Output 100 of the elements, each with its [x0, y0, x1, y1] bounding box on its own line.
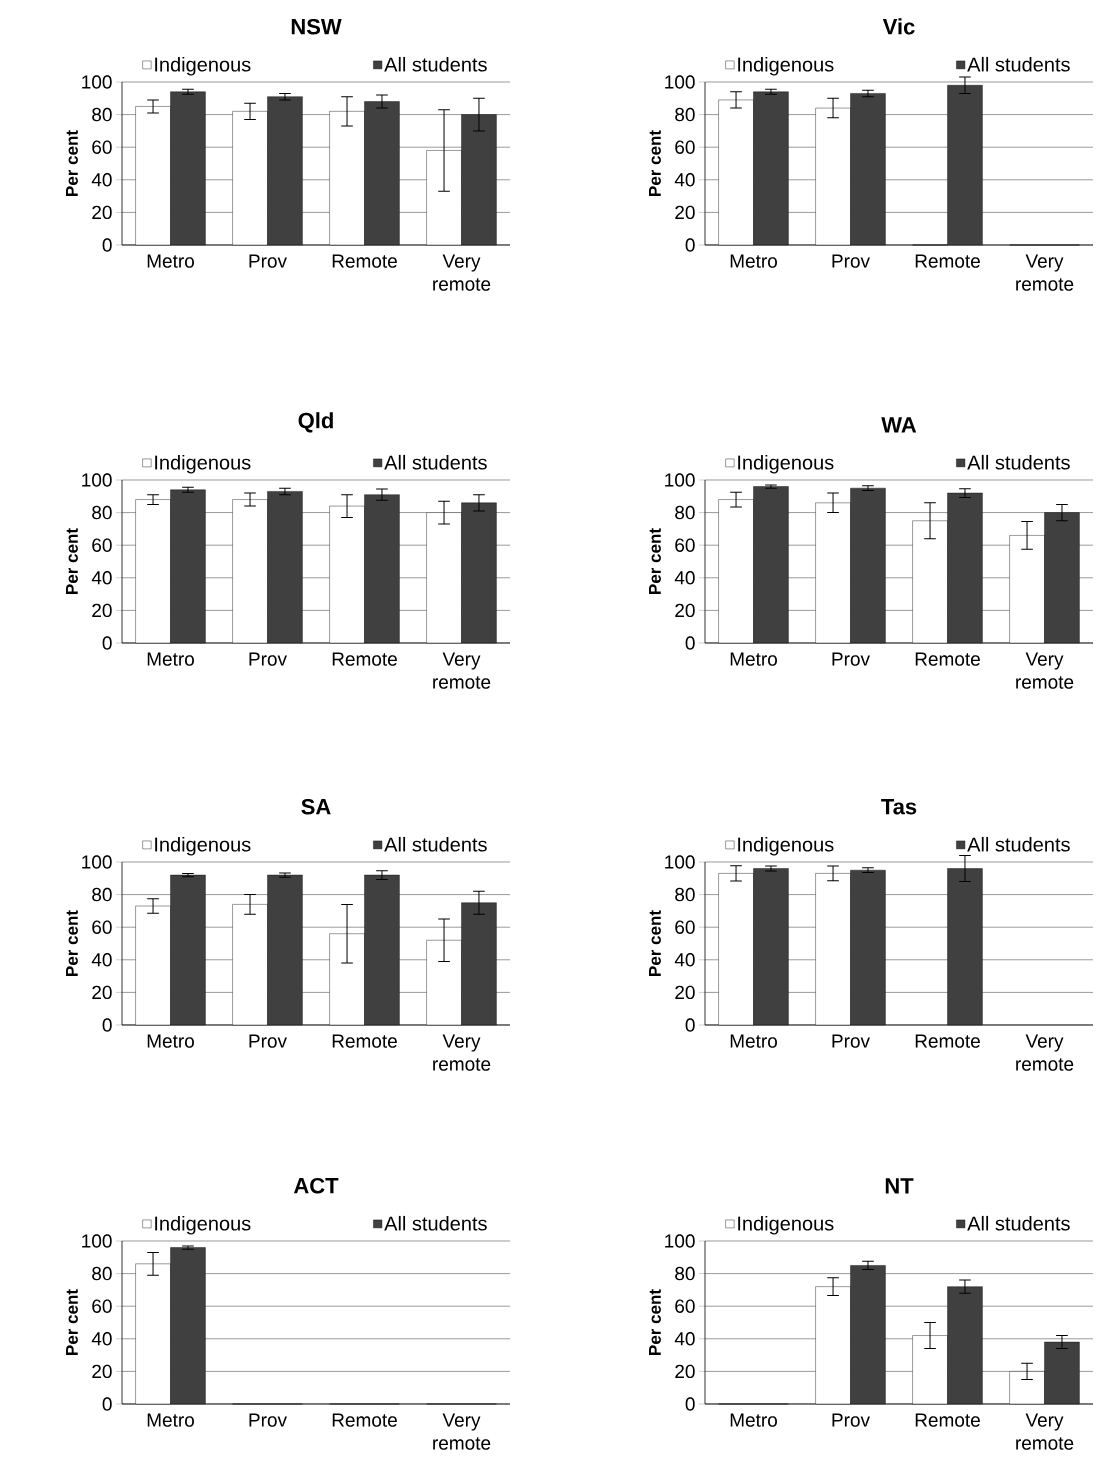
chart-title: Qld: [298, 412, 333, 433]
y-tick-label: 100: [82, 473, 112, 487]
x-tick-label: Remote: [332, 652, 397, 666]
y-axis-title: Per cent: [66, 910, 78, 976]
x-tick-label: Very remote: [1016, 1034, 1074, 1071]
y-tick-label: 20: [675, 985, 695, 1000]
y-tick-label: 20: [92, 603, 112, 618]
legend-label: Indigenous: [738, 1215, 834, 1235]
y-tick-label: 20: [92, 985, 112, 1000]
y-axis-title: Per cent: [649, 910, 661, 976]
x-tick-label: Prov: [832, 254, 870, 268]
y-tick-label: 80: [675, 887, 695, 902]
legend-label: All students: [384, 56, 487, 72]
y-tick-label: 80: [92, 1266, 112, 1281]
x-tick-label: Remote: [915, 652, 980, 666]
x-tick-label: Remote: [915, 1413, 980, 1427]
legend-label: Indigenous: [155, 1215, 251, 1235]
y-axis-title: Per cent: [649, 130, 661, 196]
y-tick-label: 80: [675, 107, 695, 122]
legend-label: All students: [384, 1215, 487, 1231]
y-tick-label: 60: [675, 1299, 695, 1313]
y-tick-label: 40: [674, 1332, 695, 1346]
y-tick-label: 0: [685, 636, 695, 650]
chart-title: NT: [885, 1178, 914, 1194]
y-tick-label: 80: [675, 1266, 695, 1281]
y-tick-label: 20: [675, 1364, 695, 1379]
legend-label: Indigenous: [738, 56, 834, 76]
y-tick-label: 80: [92, 505, 112, 520]
y-tick-label: 100: [82, 75, 112, 89]
x-tick-label: Very remote: [433, 1413, 491, 1450]
legend-label: All students: [967, 1215, 1070, 1231]
y-tick-label: 0: [102, 1397, 112, 1411]
chart-title: NSW: [291, 18, 342, 35]
x-tick-label: Metro: [147, 1034, 194, 1048]
y-tick-label: 60: [92, 1299, 112, 1313]
y-tick-label: 100: [665, 473, 695, 487]
x-tick-label: Very remote: [1016, 1413, 1074, 1450]
y-tick-label: 60: [92, 140, 112, 154]
y-tick-label: 40: [91, 571, 112, 585]
y-tick-label: 20: [92, 205, 112, 220]
chart-title: SA: [301, 798, 331, 815]
y-tick-label: 0: [102, 1018, 112, 1032]
y-tick-label: 100: [82, 1234, 112, 1248]
y-tick-label: 60: [92, 920, 112, 934]
y-axis-title: Per cent: [66, 130, 78, 196]
y-axis-title: Per cent: [66, 1289, 78, 1355]
legend-label: Indigenous: [738, 454, 834, 474]
y-tick-label: 20: [92, 1364, 112, 1379]
y-tick-label: 40: [91, 173, 112, 187]
y-axis-title: Per cent: [649, 1289, 661, 1355]
chart-title: Tas: [881, 799, 917, 815]
y-tick-label: 100: [82, 855, 112, 869]
legend-label: All students: [967, 454, 1070, 470]
legend-label: Indigenous: [155, 836, 251, 856]
x-tick-label: Metro: [730, 652, 777, 666]
y-tick-label: 80: [675, 505, 695, 520]
x-tick-label: Prov: [249, 254, 287, 268]
x-tick-label: Prov: [832, 1034, 870, 1048]
y-tick-label: 20: [675, 205, 695, 220]
chart-title: Vic: [882, 18, 915, 35]
x-tick-label: Remote: [915, 1034, 980, 1048]
x-tick-label: Metro: [147, 652, 194, 666]
y-tick-label: 60: [675, 920, 695, 934]
x-tick-label: Prov: [249, 1034, 287, 1048]
x-tick-label: Very remote: [433, 1034, 491, 1071]
y-axis-title: Per cent: [649, 528, 661, 594]
y-tick-label: 40: [91, 1332, 112, 1346]
x-tick-label: Remote: [332, 1413, 397, 1427]
y-tick-label: 80: [92, 107, 112, 122]
x-tick-label: Metro: [730, 1413, 777, 1427]
y-tick-label: 40: [674, 953, 695, 967]
x-tick-label: Very remote: [1016, 652, 1074, 689]
legend-label: All students: [384, 454, 487, 470]
y-tick-label: 40: [91, 953, 112, 967]
x-tick-label: Metro: [730, 254, 777, 268]
y-tick-label: 80: [92, 887, 112, 902]
y-tick-label: 0: [685, 1018, 695, 1032]
x-tick-label: Remote: [332, 254, 397, 268]
legend-label: All students: [384, 836, 487, 852]
y-tick-label: 100: [665, 855, 695, 869]
x-tick-label: Remote: [915, 254, 980, 268]
x-tick-label: Prov: [249, 1413, 287, 1427]
y-tick-label: 0: [685, 1397, 695, 1411]
chart-title: ACT: [293, 1177, 339, 1194]
y-tick-label: 40: [674, 571, 695, 585]
y-tick-label: 60: [675, 140, 695, 154]
legend-label: All students: [967, 836, 1070, 852]
y-tick-label: 100: [665, 1234, 695, 1248]
y-tick-label: 0: [102, 636, 112, 650]
legend-label: Indigenous: [155, 56, 251, 76]
x-tick-label: Prov: [832, 1413, 870, 1427]
y-tick-label: 100: [665, 75, 695, 89]
y-axis-title: Per cent: [66, 528, 78, 594]
x-tick-label: Very remote: [433, 652, 491, 689]
x-tick-label: Prov: [832, 652, 870, 666]
legend-label: Indigenous: [738, 836, 834, 856]
x-tick-label: Metro: [730, 1034, 777, 1048]
y-tick-label: 60: [92, 538, 112, 552]
legend-label: All students: [967, 56, 1070, 72]
x-tick-label: Very remote: [433, 254, 491, 291]
